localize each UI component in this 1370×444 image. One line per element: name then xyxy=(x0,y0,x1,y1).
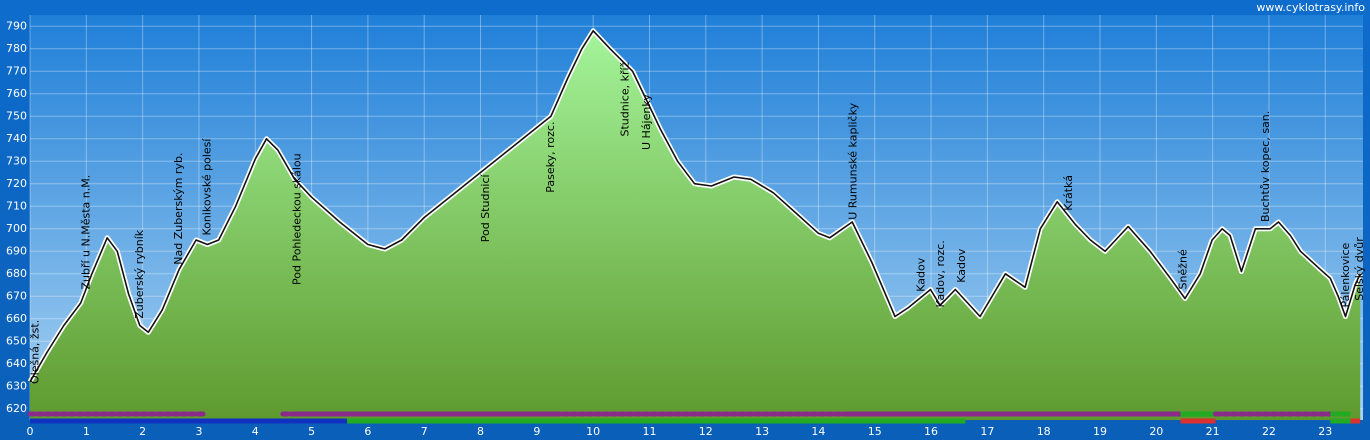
x-tick-label: 20 xyxy=(1149,425,1163,438)
x-tick-label: 13 xyxy=(755,425,769,438)
x-tick-label: 3 xyxy=(195,425,202,438)
y-tick-label: 710 xyxy=(6,199,27,212)
x-tick-label: 22 xyxy=(1262,425,1276,438)
x-tick-label: 2 xyxy=(139,425,146,438)
x-tick-label: 15 xyxy=(868,425,882,438)
x-tick-label: 1 xyxy=(83,425,90,438)
y-tick-label: 630 xyxy=(6,379,27,392)
x-tick-label: 14 xyxy=(811,425,825,438)
place-label: Krátká xyxy=(1062,175,1075,211)
x-tick-label: 9 xyxy=(533,425,540,438)
x-tick-label: 19 xyxy=(1093,425,1107,438)
y-tick-label: 690 xyxy=(6,244,27,257)
y-tick-label: 750 xyxy=(6,109,27,122)
elevation-line xyxy=(29,30,1361,383)
elevation-area xyxy=(30,30,1361,421)
y-tick-label: 770 xyxy=(6,64,27,77)
place-label: Kadov xyxy=(955,248,968,282)
place-label: U Hájenky xyxy=(640,94,653,150)
x-tick-label: 7 xyxy=(421,425,428,438)
y-tick-label: 700 xyxy=(6,222,27,235)
x-tick-label: 8 xyxy=(477,425,484,438)
y-tick-label: 640 xyxy=(6,357,27,370)
x-tick-label: 16 xyxy=(924,425,938,438)
place-label: Pálenkovice xyxy=(1339,243,1352,308)
place-label: U Rumunské kapličky xyxy=(846,102,859,219)
x-tick-label: 6 xyxy=(364,425,371,438)
y-tick-label: 760 xyxy=(6,87,27,100)
x-tick-label: 11 xyxy=(642,425,656,438)
place-label: Olešná, žst. xyxy=(29,320,42,384)
y-tick-label: 680 xyxy=(6,267,27,280)
place-label: Pod Studnicí xyxy=(479,173,492,242)
place-label: Sněžné xyxy=(1176,249,1189,289)
place-label: Zuberský rybník xyxy=(133,229,146,319)
place-label: Paseky, rozc. xyxy=(544,122,557,193)
place-label: Pod Pohledeckou skálou xyxy=(291,153,304,285)
y-tick-label: 790 xyxy=(6,19,27,32)
x-tick-label: 10 xyxy=(586,425,600,438)
place-label: Studnice, kříž xyxy=(618,61,631,136)
y-tick-label: 730 xyxy=(6,154,27,167)
y-tick-label: 670 xyxy=(6,289,27,302)
x-tick-label: 17 xyxy=(980,425,994,438)
x-tick-label: 21 xyxy=(1206,425,1220,438)
place-label: Selský dvůr xyxy=(1353,237,1366,301)
place-label: Buchtův kopec, san. xyxy=(1259,111,1272,222)
x-tick-label: 4 xyxy=(252,425,259,438)
x-tick-label: 23 xyxy=(1318,425,1332,438)
watermark: www.cyklotrasy.info xyxy=(1256,1,1365,14)
x-tick-label: 12 xyxy=(699,425,713,438)
y-tick-label: 650 xyxy=(6,334,27,347)
x-tick-label: 0 xyxy=(27,425,34,438)
x-tick-label: 18 xyxy=(1037,425,1051,438)
y-tick-label: 740 xyxy=(6,132,27,145)
y-tick-label: 780 xyxy=(6,42,27,55)
place-label: Kadov xyxy=(914,257,927,291)
y-tick-label: 660 xyxy=(6,312,27,325)
place-label: Zubří u N.Města n.M. xyxy=(79,175,92,290)
x-tick-label: 5 xyxy=(308,425,315,438)
y-tick-label: 720 xyxy=(6,177,27,190)
place-label: Konikovské polesí xyxy=(200,138,213,236)
place-label: Kadov, rozc. xyxy=(934,240,947,307)
y-tick-label: 620 xyxy=(6,402,27,415)
place-label: Nad Zuberským ryb. xyxy=(172,153,185,265)
